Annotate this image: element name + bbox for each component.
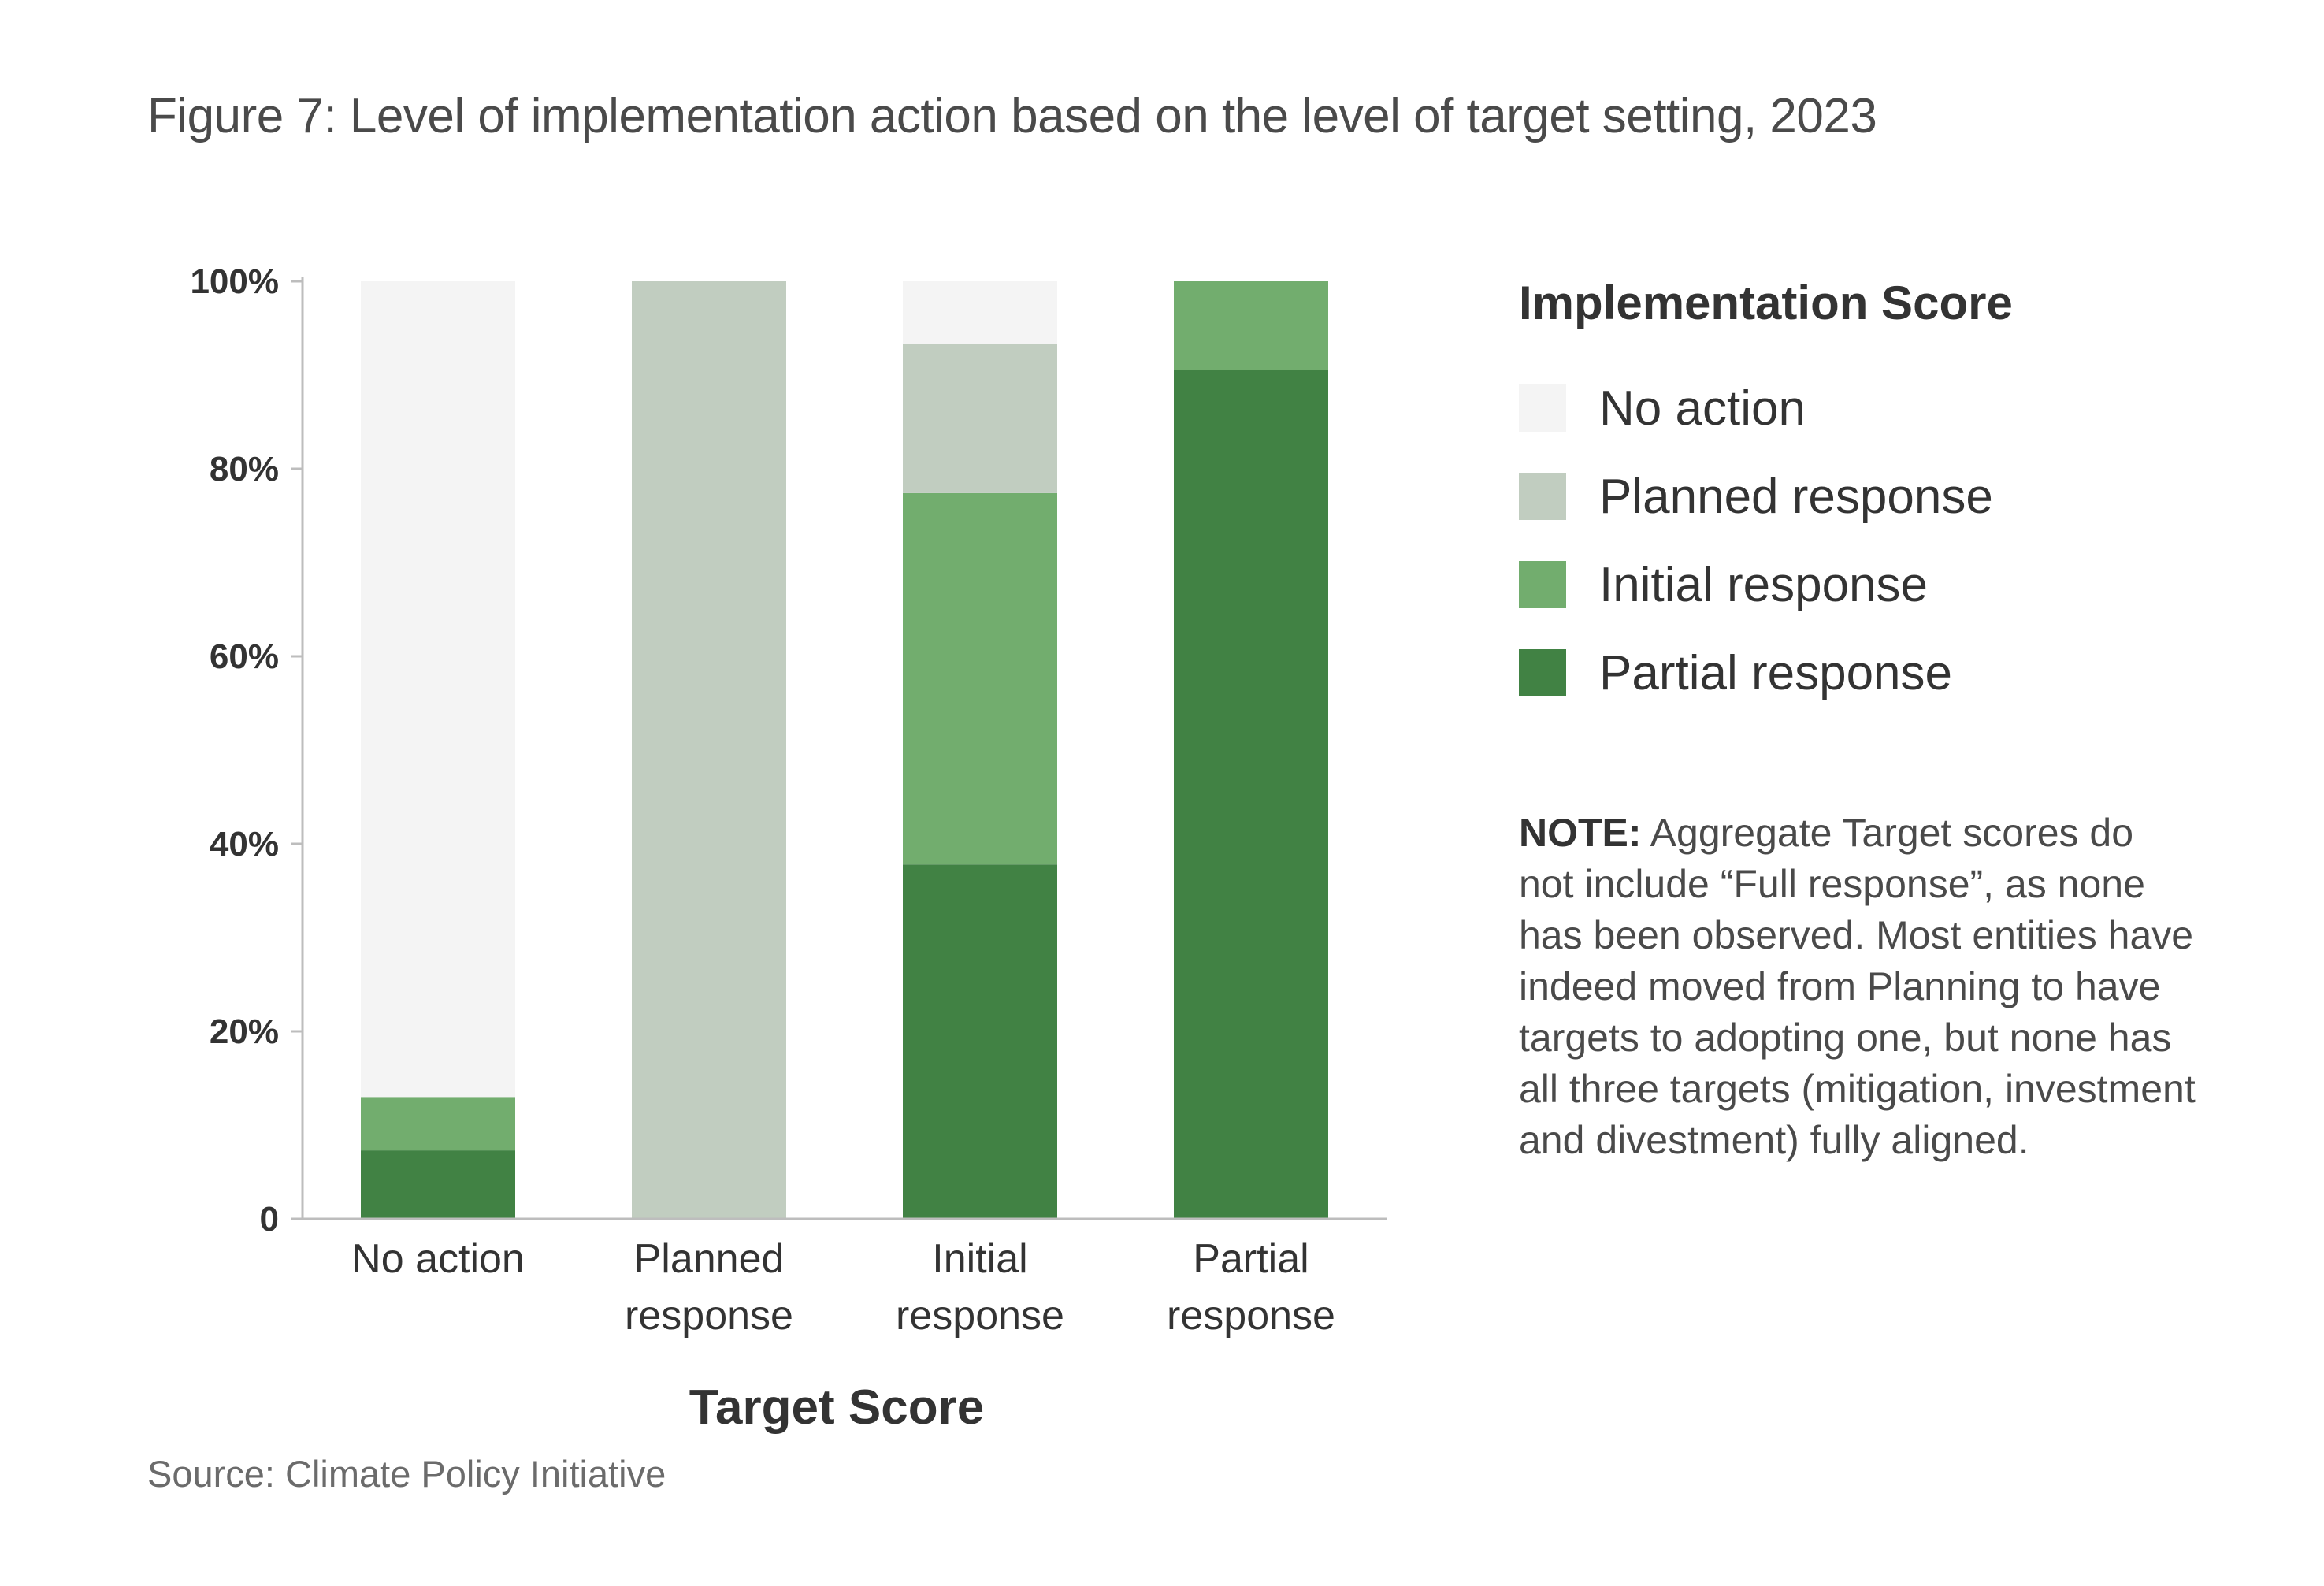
legend-item-no-action: No action [1519, 381, 1806, 436]
labels-layer: 0 20% 40% 60% 80% 100% No action Planned respons… [190, 262, 1335, 1435]
legend-label-planned-response: Planned response [1599, 469, 1993, 524]
bar-segment-partial-response-partial-response [1174, 370, 1328, 1219]
y-tick-label: 60% [210, 637, 279, 676]
bar-segment-partial-response-initial-response [1174, 281, 1328, 370]
bar-segment-no action-partial-response [361, 1150, 515, 1219]
y-tick-label: 20% [210, 1012, 279, 1051]
x-category-label: Partial response [1167, 1236, 1335, 1339]
bar-segment-initial-response-planned-response [903, 344, 1057, 493]
y-tick-label: 40% [210, 825, 279, 864]
legend-swatch-partial-response [1519, 649, 1566, 696]
axis-layer [291, 277, 1387, 1220]
legend-item-initial-response: Initial response [1519, 558, 1928, 612]
legend-swatch-initial-response [1519, 561, 1566, 608]
source-credit: Source: Climate Policy Initiative [147, 1453, 666, 1495]
x-category-label: No action [351, 1236, 525, 1282]
bars-layer [361, 281, 1328, 1219]
legend-label-initial-response: Initial response [1599, 557, 1929, 612]
bar-segment-initial-response-no-action [903, 281, 1057, 344]
y-tick-label: 0 [260, 1200, 279, 1239]
y-tick-label: 80% [210, 450, 279, 488]
chart-title: Figure 7: Level of implementation action… [147, 89, 1877, 143]
note-text: Aggregate Target scores do not include “… [1519, 811, 2196, 1162]
legend-item-planned-response: Planned response [1519, 470, 1993, 524]
bar-segment-initial-response-partial-response [903, 864, 1057, 1219]
bar-segment-initial-response-initial-response [903, 492, 1057, 865]
legend-label-partial-response: Partial response [1599, 645, 1953, 700]
legend-swatch-planned-response [1519, 473, 1566, 520]
x-axis-title: Target Score [689, 1380, 984, 1435]
bar-segment-planned-response-planned-response [632, 281, 786, 1219]
note-label: NOTE: [1519, 811, 1642, 855]
chart-note: NOTE: Aggregate Target scores do not inc… [1519, 808, 2196, 1166]
y-tick-label: 100% [190, 262, 279, 301]
legend-swatch-no-action [1519, 384, 1566, 432]
legend-item-partial-response: Partial response [1519, 646, 1952, 700]
x-category-label: Initial response [896, 1236, 1064, 1339]
x-category-label: Planned response [625, 1236, 793, 1339]
legend-label-no-action: No action [1599, 381, 1806, 436]
bar-segment-no action-initial-response [361, 1097, 515, 1151]
legend-title: Implementation Score [1519, 277, 2013, 329]
bar-segment-no action-no-action [361, 281, 515, 1098]
